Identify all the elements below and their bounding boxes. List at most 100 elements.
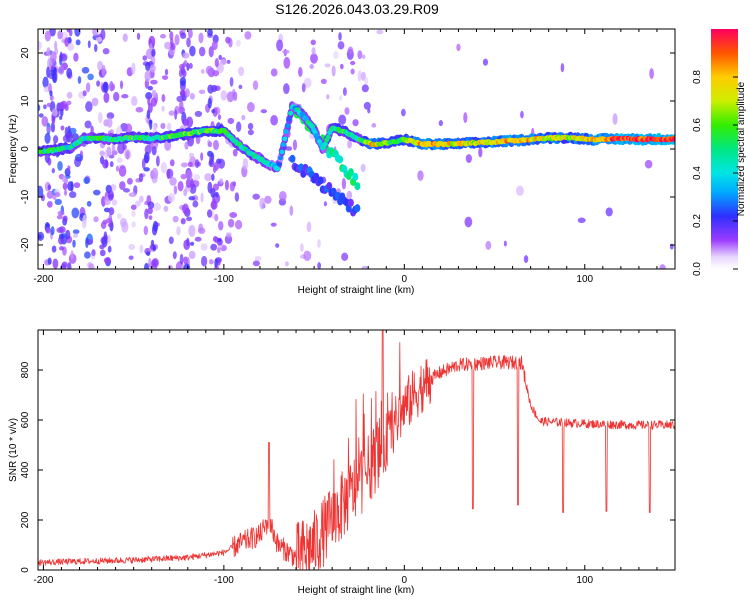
spectrogram-speckle	[227, 218, 235, 228]
spectrogram-speckle	[310, 39, 316, 46]
spectrogram-ridge-core	[275, 166, 281, 172]
spectrogram-streak-blob	[64, 177, 69, 184]
snr-y-tick-label: 200	[20, 511, 31, 528]
spectrogram-speckle	[337, 41, 345, 50]
spectrogram-speckle	[364, 76, 369, 86]
spectrogram-streak-blob	[148, 215, 153, 220]
spectrogram-streak-blob	[151, 167, 159, 180]
spectrogram-speckle	[186, 37, 191, 48]
spectrogram-streak-blob	[64, 103, 69, 112]
spectrogram-speckle	[198, 46, 206, 57]
spectrogram-speckle	[360, 163, 366, 173]
spectrogram-speckle	[179, 253, 184, 265]
spectrogram-speckle	[226, 59, 231, 64]
spectrogram-speckle	[81, 66, 90, 74]
spectrogram-speckle	[338, 32, 342, 41]
snr-frame	[37, 329, 676, 571]
spectrogram-streak-blob	[54, 40, 58, 51]
spectrogram-speckle	[93, 216, 99, 223]
spectrogram-speckle	[194, 110, 203, 118]
snr-x-tick-label: 100	[576, 575, 593, 586]
spectrogram-streak-blob	[51, 115, 55, 124]
spectrogram-speckle	[211, 208, 215, 220]
spectrogram-streak-blob	[151, 145, 157, 156]
spectrogram-speckle	[168, 192, 176, 203]
spectrogram-speckle	[164, 68, 169, 76]
spectrogram-speckle	[324, 63, 331, 68]
spectrogram-ridge-core	[288, 110, 294, 116]
snr-y-tick-label: 600	[20, 411, 31, 428]
spectrogram-speckle	[116, 213, 122, 220]
spectrogram-x-tick-label: 0	[402, 274, 408, 285]
spectrogram-speckle	[131, 210, 136, 217]
spectrogram-speckle	[303, 77, 312, 89]
spectrogram-streak-blob	[101, 196, 106, 207]
spectrogram-speckle	[161, 94, 166, 103]
spectrogram-streak-blob	[107, 190, 114, 201]
spectrogram-streak-blob	[183, 188, 188, 197]
spectrogram-streak-blob	[64, 189, 68, 196]
spectrogram-speckle	[520, 110, 524, 119]
spectrogram-speckle	[111, 199, 118, 206]
spectrogram-x-tick-label: -100	[214, 274, 234, 285]
spectrogram-speckle	[361, 54, 366, 60]
spectrogram-streak-blob	[66, 100, 72, 106]
spectrogram-streak-blob	[52, 258, 59, 269]
spectrogram-speckle	[363, 101, 371, 110]
spectrogram-streak-blob	[148, 119, 153, 124]
spectrogram-speckle	[208, 259, 214, 265]
colorbar-tick-label: 0.8	[692, 70, 703, 84]
spectrogram-speckle	[139, 244, 144, 254]
spectrogram-streak-blob	[107, 223, 114, 228]
spectrogram-speckle	[115, 165, 120, 172]
spectrogram-speckle	[180, 162, 188, 168]
spectrogram-y-tick-label: -20	[20, 237, 31, 252]
spectrogram-speckle	[119, 181, 126, 190]
spectrogram-speckle	[128, 243, 136, 250]
spectrogram-speckle	[270, 222, 277, 227]
snr-plot-area	[38, 330, 675, 570]
spectrogram-speckle	[282, 49, 290, 54]
spectrogram-streak-blob	[59, 115, 63, 120]
spectrogram-ridge-core	[286, 116, 292, 122]
spectrogram-speckle	[342, 87, 347, 96]
spectrogram-speckle	[341, 252, 349, 262]
spectrogram-speckle	[160, 33, 167, 39]
spectrogram-speckle	[347, 46, 354, 55]
spectrogram-streak-blob	[179, 76, 187, 87]
spectrogram-speckle	[333, 51, 339, 60]
spectrogram-ridge-core	[280, 142, 287, 148]
spectrogram-speckle	[176, 226, 181, 236]
spectrogram-speckle	[560, 62, 565, 73]
spectrogram-speckle	[188, 29, 193, 39]
spectrogram-streak-blob	[185, 178, 192, 188]
spectrogram-streak-blob	[182, 118, 190, 126]
spectrogram-streak-blob	[67, 125, 71, 134]
spectrogram-streak-blob	[151, 48, 156, 58]
spectrogram-streak-blob	[45, 227, 51, 234]
spectrogram-streak-blob	[216, 158, 222, 164]
snr-y-tick-label: 400	[20, 461, 31, 478]
spectrogram-speckle	[164, 140, 172, 151]
spectrogram-branch-blob	[354, 182, 361, 191]
spectrogram-streak-blob	[51, 245, 57, 253]
spectrogram-speckle	[82, 90, 87, 97]
snr-x-tick-label: -200	[33, 575, 53, 586]
spectrogram-speckle	[73, 182, 81, 189]
spectrogram-speckle	[116, 157, 123, 164]
spectrogram-ridge-core	[672, 136, 675, 142]
spectrogram-streak-blob	[207, 141, 213, 148]
spectrogram-speckle	[124, 123, 133, 134]
spectrogram-speckle	[306, 221, 312, 233]
spectrogram-speckle	[50, 226, 55, 236]
spectrogram-speckle	[339, 63, 344, 70]
spectrogram-speckle	[161, 105, 165, 112]
spectrogram-x-tick-label: 100	[576, 274, 593, 285]
spectrogram-speckle	[169, 31, 174, 41]
spectrogram-streak-blob	[143, 151, 150, 164]
spectrogram-streak-blob	[62, 182, 68, 191]
spectrogram-speckle	[152, 124, 157, 133]
spectrogram-speckle	[515, 185, 524, 196]
spectrogram-streak-blob	[62, 215, 68, 222]
spectrogram-speckle	[68, 191, 77, 199]
